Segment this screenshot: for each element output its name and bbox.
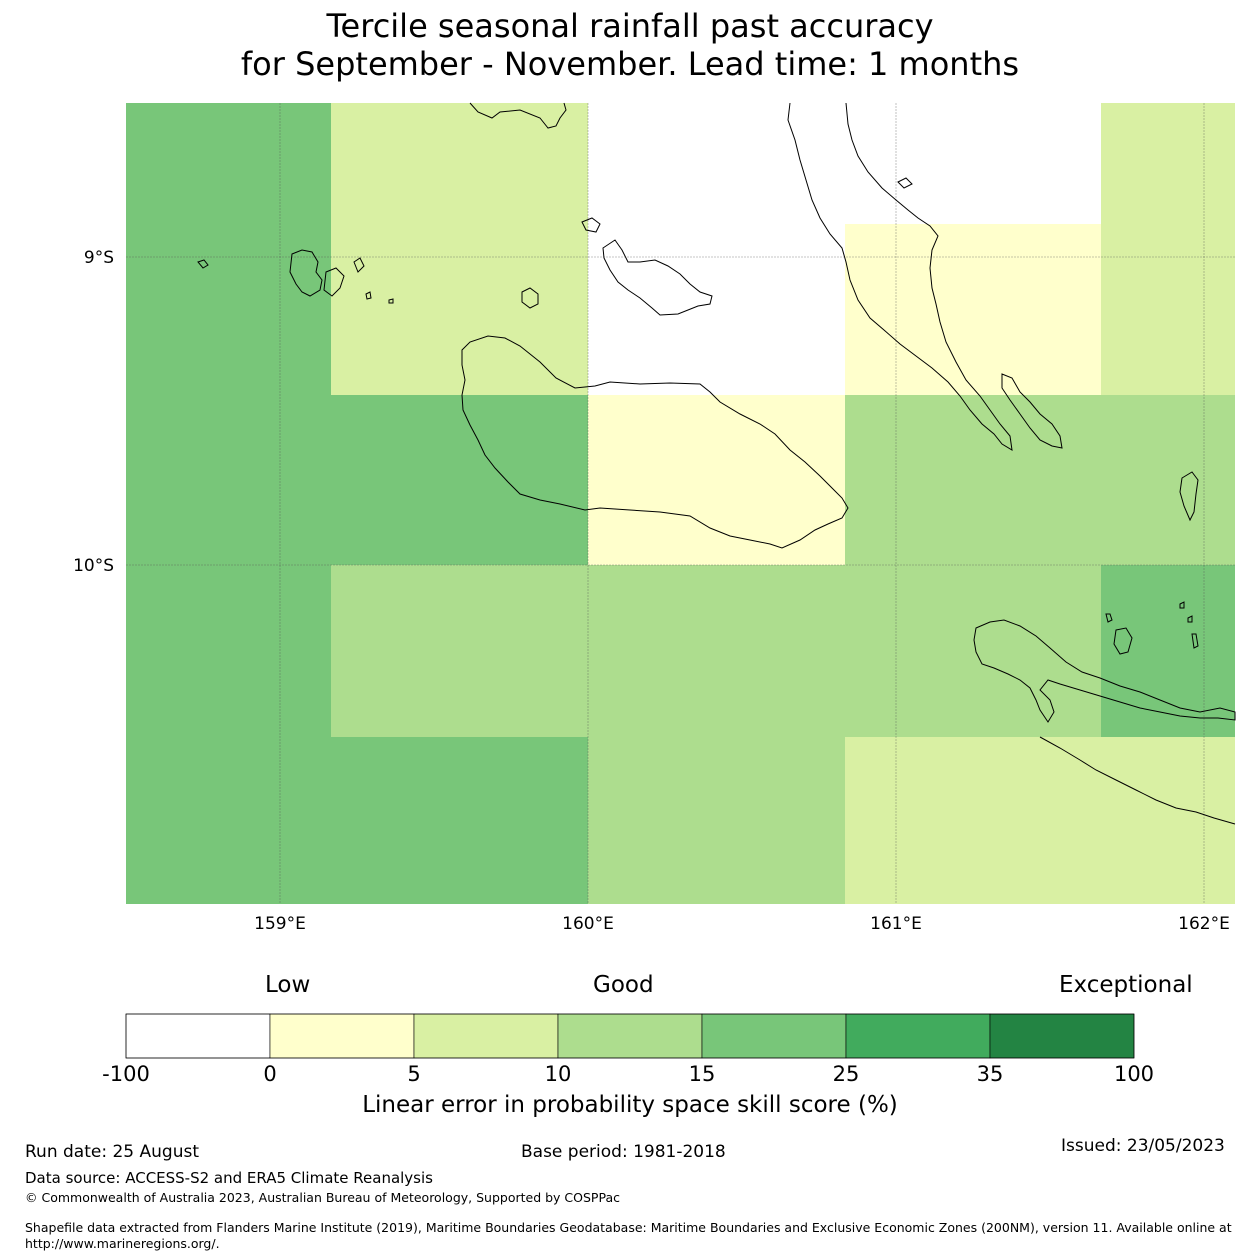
data-source: Data source: ACCESS-S2 and ERA5 Climate … xyxy=(25,1169,433,1187)
colorbar-segment xyxy=(125,1013,271,1059)
guadalcanal-coastline xyxy=(461,335,849,549)
islet-coastline xyxy=(1179,601,1185,609)
colorbar-tick: 100 xyxy=(1113,1062,1155,1086)
coastlines xyxy=(197,102,1236,825)
map-title-line1: Tercile seasonal rainfall past accuracy xyxy=(326,7,934,45)
base-period: Base period: 1981-2018 xyxy=(521,1142,726,1162)
colorbar-tick: -100 xyxy=(102,1062,150,1086)
issued-date: Issued: 23/05/2023 xyxy=(1061,1136,1225,1156)
colorbar-frame xyxy=(125,1013,1135,1059)
lat-label-10s: 10°S xyxy=(73,556,114,576)
shapefile-credit-line1: Shapefile data extracted from Flanders M… xyxy=(25,1220,1232,1235)
colorbar-segment xyxy=(989,1013,1135,1059)
grid-cell xyxy=(588,395,845,565)
small-island-coastline xyxy=(581,217,601,233)
grid-cell xyxy=(845,224,1101,395)
axis-labels: 9°S 10°S 159°E 160°E 161°E 162°E xyxy=(73,248,1230,934)
lon-label-162e: 162°E xyxy=(1178,914,1230,934)
russell-islet-coastline xyxy=(323,267,345,297)
colorbar-segment xyxy=(413,1013,559,1059)
florida-islands-coastline xyxy=(602,239,713,316)
islet-coastline xyxy=(897,177,913,189)
grid-cell xyxy=(126,103,331,395)
colorbar-tick: 35 xyxy=(976,1062,1004,1086)
makira-coastline xyxy=(973,619,1236,723)
colorbar-exceptional-label: Exceptional xyxy=(1059,972,1193,998)
colorbar xyxy=(125,1013,1135,1059)
colorbar-tick: 25 xyxy=(832,1062,860,1086)
grid-cell xyxy=(331,737,588,904)
islet-coastline xyxy=(521,287,539,309)
grid-cell xyxy=(126,395,588,565)
grid-cell xyxy=(588,103,845,395)
skill-grid xyxy=(126,103,1235,904)
lat-label-9s: 9°S xyxy=(84,248,114,268)
colorbar-good-label: Good xyxy=(593,972,654,998)
grid-cell xyxy=(845,737,1235,904)
map-title-line2: for September - November. Lead time: 1 m… xyxy=(240,45,1020,83)
colorbar-tick: 15 xyxy=(688,1062,716,1086)
russell-islet2-coastline xyxy=(353,257,365,273)
shapefile-credit-line2: http://www.marineregions.org/. xyxy=(25,1236,220,1251)
lon-label-161e: 161°E xyxy=(870,914,922,934)
colorbar-segment xyxy=(557,1013,703,1059)
malaita-coastline xyxy=(787,102,1013,451)
islet-coastline xyxy=(1113,627,1133,655)
islet-coastline xyxy=(1187,615,1193,623)
colorbar-low-label: Low xyxy=(265,972,311,998)
graticule xyxy=(126,103,1235,904)
colorbar-segment xyxy=(701,1013,847,1059)
islet-coastline xyxy=(1105,613,1113,623)
ulawa-coastline xyxy=(1179,471,1199,522)
islet-coastline xyxy=(365,291,372,300)
lon-label-160e: 160°E xyxy=(562,914,614,934)
islet-west-coastline xyxy=(197,259,209,269)
lon-label-159e: 159°E xyxy=(254,914,306,934)
copyright-notice: © Commonwealth of Australia 2023, Austra… xyxy=(25,1190,620,1205)
islet-coastline xyxy=(1191,633,1199,649)
malaita-south-coastline xyxy=(1001,373,1063,449)
grid-cell xyxy=(588,737,845,904)
colorbar-segment xyxy=(845,1013,991,1059)
grid-cell xyxy=(126,565,331,904)
grid-cell xyxy=(845,395,1235,565)
grid-cell xyxy=(1101,565,1235,737)
grid-cell xyxy=(1101,103,1235,395)
rennell-coastline xyxy=(1039,736,1236,825)
colorbar-tick: 10 xyxy=(544,1062,572,1086)
colorbar-tick: 0 xyxy=(263,1062,277,1086)
colorbar-axis-label: Linear error in probability space skill … xyxy=(362,1092,898,1118)
grid-cell xyxy=(845,103,1101,224)
grid-cell xyxy=(331,103,588,395)
colorbar-tick: 5 xyxy=(407,1062,421,1086)
run-date: Run date: 25 August xyxy=(25,1142,199,1162)
grid-cell xyxy=(331,565,1101,737)
russell-islands-coastline xyxy=(289,249,323,297)
colorbar-segment xyxy=(269,1013,415,1059)
islet-coastline xyxy=(388,298,394,304)
santa-isabel-coastline xyxy=(469,102,567,129)
